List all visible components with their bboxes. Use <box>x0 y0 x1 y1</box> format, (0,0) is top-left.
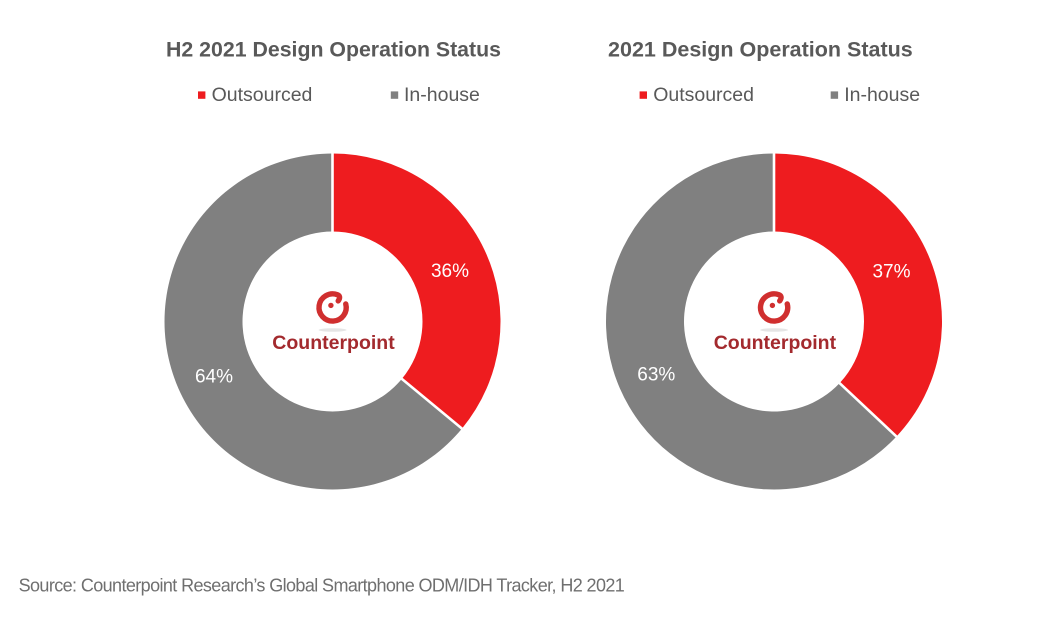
svg-text:37%: 37% <box>872 262 910 283</box>
svg-text:Source: Counterpoint Research’: Source: Counterpoint Research’s Global S… <box>19 576 625 596</box>
svg-text:63%: 63% <box>637 365 675 386</box>
svg-text:Counterpoint: Counterpoint <box>272 332 395 354</box>
svg-text:Outsourced: Outsourced <box>653 84 754 106</box>
svg-text:Outsourced: Outsourced <box>212 84 313 106</box>
svg-text:Counterpoint: Counterpoint <box>714 332 837 354</box>
svg-text:36%: 36% <box>431 261 469 282</box>
svg-text:2021 Design Operation Status: 2021 Design Operation Status <box>608 38 913 62</box>
svg-text:64%: 64% <box>195 366 233 387</box>
svg-text:In-house: In-house <box>844 84 920 106</box>
svg-text:In-house: In-house <box>404 84 480 106</box>
svg-text:H2 2021 Design Operation Statu: H2 2021 Design Operation Status <box>166 38 501 62</box>
